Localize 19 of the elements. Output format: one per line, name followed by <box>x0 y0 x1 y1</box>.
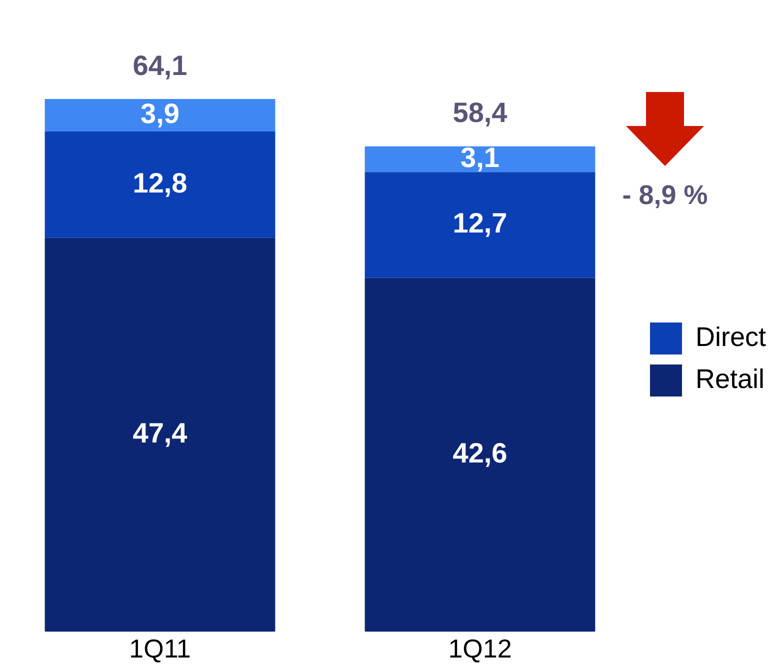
data-label: 3,1 <box>460 142 500 174</box>
data-label: 12,8 <box>132 167 188 198</box>
data-label: 3,9 <box>140 98 180 129</box>
total-label: 58,4 <box>452 97 508 128</box>
x-tick-label: 1Q11 <box>129 634 191 664</box>
data-label: 47,4 <box>132 418 188 449</box>
bar <box>364 278 596 632</box>
legend-label: Direct <box>695 322 766 352</box>
bar <box>44 99 276 132</box>
data-label: 12,7 <box>452 208 508 239</box>
bar <box>44 131 276 238</box>
bar <box>364 146 596 172</box>
total-label: 64,1 <box>132 50 188 81</box>
bar <box>364 172 596 278</box>
x-tick-label: 1Q12 <box>448 634 512 664</box>
annotation: - 8,9 % <box>621 180 709 211</box>
data-label: 42,6 <box>452 437 508 468</box>
legend-label: Retail <box>695 364 765 394</box>
bar <box>44 238 276 632</box>
